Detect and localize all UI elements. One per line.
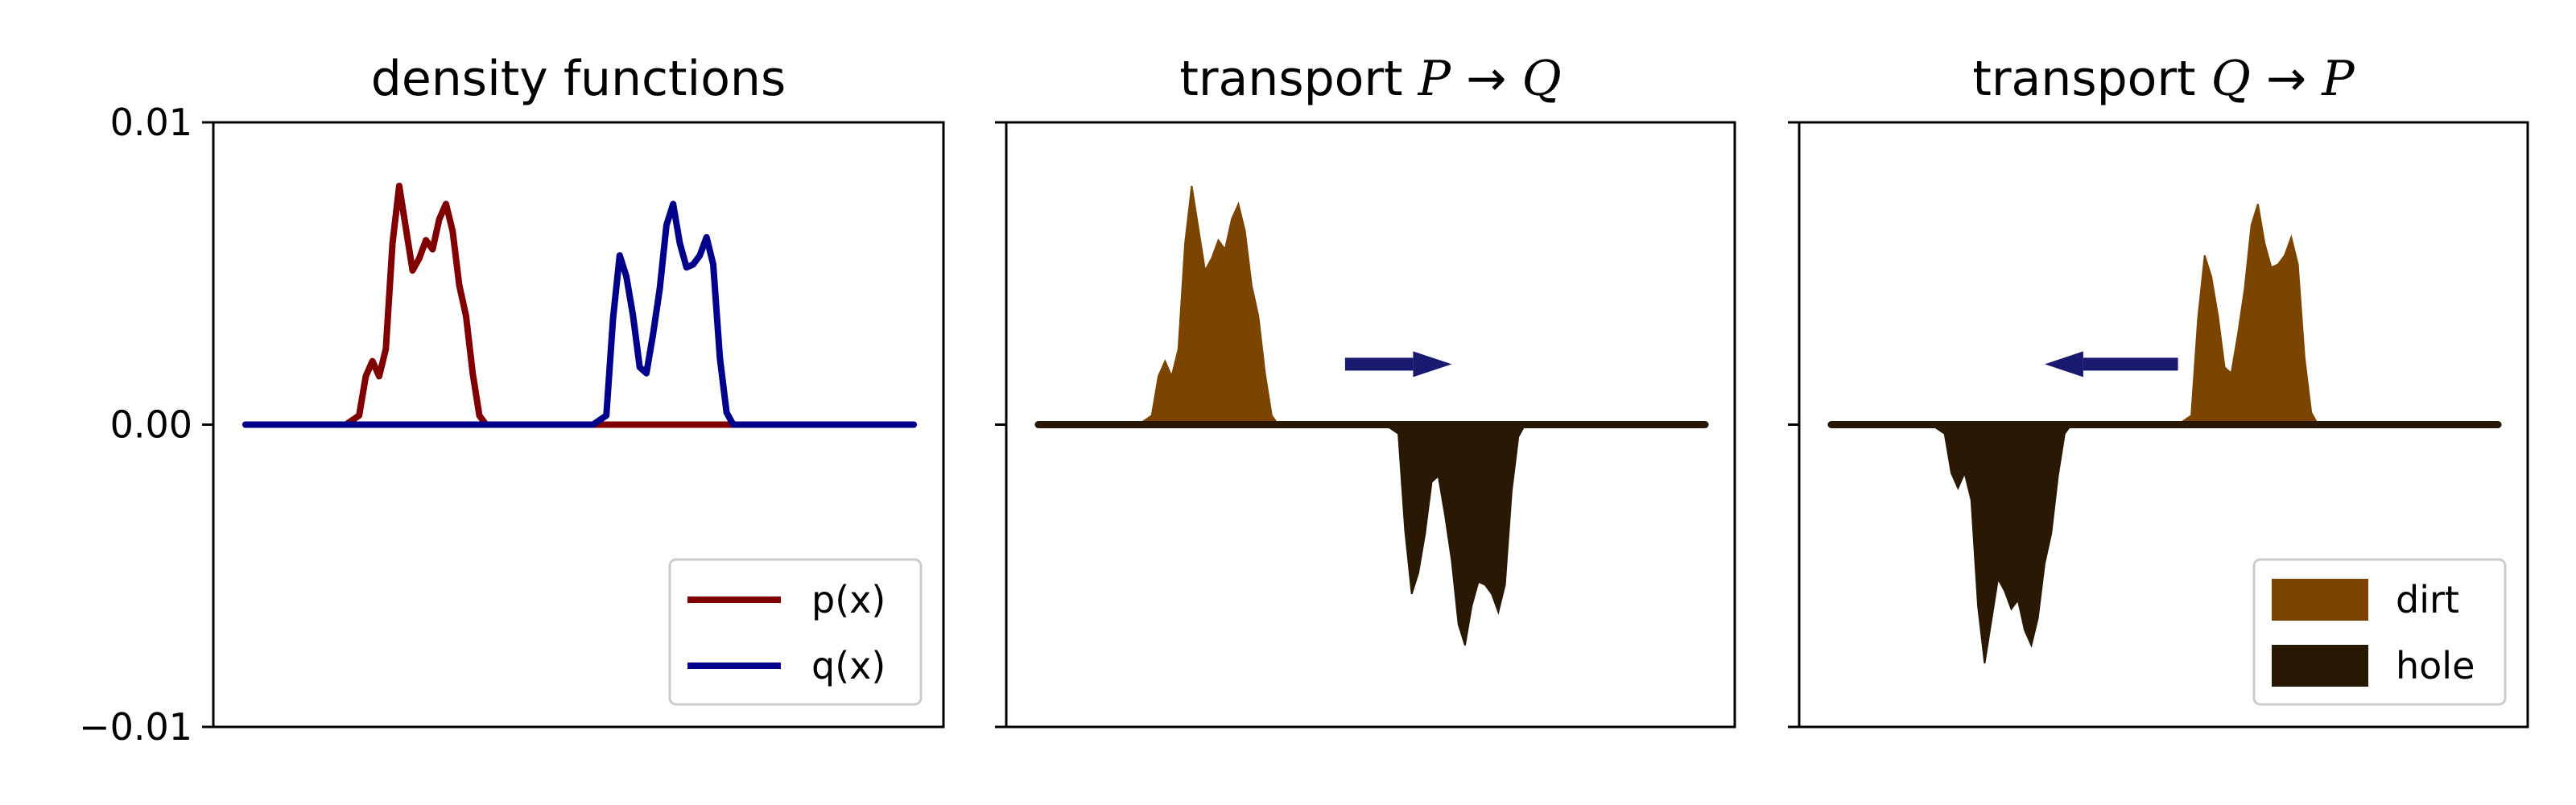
area-dirt — [1038, 185, 1706, 426]
legend-label: p(x) — [811, 578, 886, 621]
title-text-part: transport — [1972, 51, 2211, 107]
chart-title: density functions — [371, 51, 786, 107]
area-hole — [1038, 423, 1706, 646]
chart-title: transport Q → P — [1972, 51, 2355, 107]
y-tick-label: −0.01 — [79, 705, 192, 749]
title-text-part: → — [2251, 51, 2322, 107]
title-math-symbol: Q — [2211, 51, 2251, 107]
y-tick-label: 0.00 — [110, 403, 192, 447]
title-math-symbol: Q — [1521, 51, 1561, 107]
chart-title: transport P → Q — [1179, 51, 1561, 107]
area-dirt — [1831, 204, 2499, 426]
chart-panel-2: transport P → Q — [995, 51, 1736, 729]
legend-label: dirt — [2396, 578, 2459, 621]
transport-arrow-head — [1413, 351, 1452, 378]
chart-panel-1: density functions 0.01 0.00 −0.01 p(x) q(x) — [79, 51, 945, 749]
title-text-part: transport — [1179, 51, 1418, 107]
legend-label: hole — [2396, 644, 2475, 687]
title-text-part: → — [1451, 51, 1521, 107]
transport-arrow-shaft — [1344, 357, 1414, 371]
legend-swatch-dirt — [2272, 579, 2368, 621]
transport-arrow-shaft — [2083, 357, 2178, 371]
title-math-symbol: P — [2321, 51, 2355, 107]
series-line-p(x) — [242, 182, 917, 428]
y-tick-label: 0.01 — [110, 101, 192, 144]
legend-swatch-hole — [2272, 645, 2368, 687]
legend-label: q(x) — [811, 644, 886, 687]
transport-arrow-head — [2044, 351, 2083, 378]
series-line-q(x) — [242, 200, 917, 428]
title-math-symbol: P — [1418, 51, 1452, 107]
